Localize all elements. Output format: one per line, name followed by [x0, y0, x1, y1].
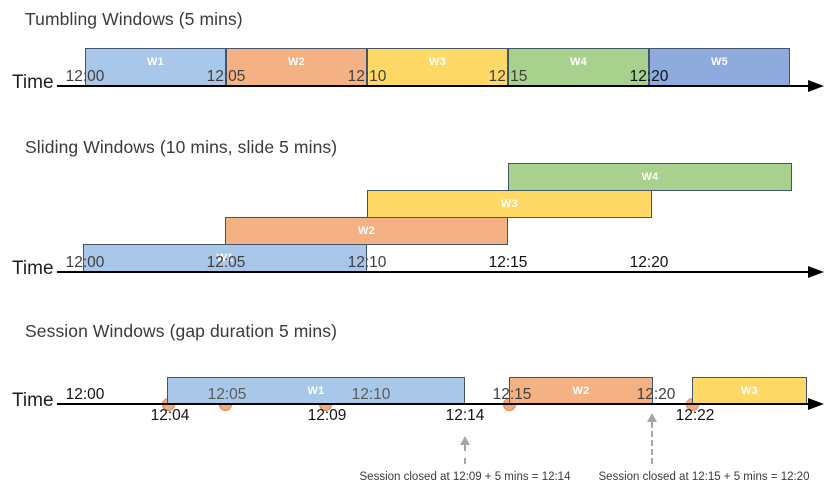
section-title-tumbling: Tumbling Windows (5 mins) [25, 9, 243, 29]
window-label: W3 [428, 56, 447, 68]
timeline-arrowhead-icon [808, 266, 824, 278]
window-label: W4 [641, 171, 659, 183]
time-tick: 12:00 [65, 386, 105, 403]
window-label: W1 [307, 384, 325, 397]
time-axis-label: Time [12, 258, 54, 279]
window-box: W2 [225, 217, 508, 245]
window-label: W3 [500, 198, 519, 210]
time-tick: 12:20 [629, 254, 669, 271]
time-tick: 12:05 [206, 68, 246, 85]
time-tick: 12:10 [351, 386, 391, 403]
window-box: W1 [83, 244, 367, 272]
time-tick: 12:05 [206, 254, 246, 271]
timeline [57, 403, 808, 405]
timeline [57, 271, 808, 273]
event-time-label: 12:14 [445, 407, 485, 424]
time-tick: 12:00 [65, 68, 105, 85]
time-tick: 12:15 [492, 386, 532, 403]
time-tick: 12:05 [207, 386, 247, 403]
window-box: W3 [367, 190, 652, 218]
time-tick: 12:15 [488, 68, 528, 85]
session-close-arrow-icon [460, 436, 470, 464]
time-tick: 12:10 [347, 254, 387, 271]
window-label: W2 [287, 56, 306, 68]
event-time-label: 12:04 [150, 407, 190, 424]
section-title-session: Session Windows (gap duration 5 mins) [25, 321, 338, 341]
time-tick: 12:15 [488, 254, 528, 271]
window-box: W1 [167, 377, 465, 404]
section-title-sliding: Sliding Windows (10 mins, slide 5 mins) [25, 137, 338, 157]
session-close-annotation: Session closed at 12:15 + 5 mins = 12:20 [598, 471, 810, 483]
window-box: W5 [649, 48, 790, 86]
arrow-up-head-icon [647, 413, 657, 422]
window-label: W4 [569, 56, 588, 68]
session-close-arrow-icon [647, 413, 657, 464]
window-label: W1 [146, 56, 165, 68]
arrow-up-head-icon [460, 436, 470, 445]
time-tick: 12:20 [629, 68, 669, 85]
window-box: W3 [692, 377, 807, 404]
window-box: W2 [509, 377, 653, 404]
window-box: W4 [508, 163, 792, 191]
time-tick: 12:20 [636, 386, 676, 403]
session-close-annotation: Session closed at 12:09 + 5 mins = 12:14 [359, 471, 571, 483]
window-label: W2 [572, 384, 590, 397]
time-axis-label: Time [12, 390, 54, 411]
window-label: W3 [740, 384, 759, 397]
window-box: W3 [367, 48, 508, 86]
window-label: W5 [710, 56, 729, 68]
event-time-label: 12:22 [675, 407, 715, 424]
window-box: W1 [85, 48, 226, 86]
arrow-dashed-shaft [651, 422, 653, 464]
time-axis-label: Time [12, 72, 54, 93]
window-label: W1 [216, 252, 234, 264]
arrow-dashed-shaft [464, 445, 466, 464]
time-tick: 12:10 [347, 68, 387, 85]
event-time-label: 12:09 [307, 407, 347, 424]
time-tick: 12:00 [65, 254, 105, 271]
timeline-arrowhead-icon [808, 80, 824, 92]
timeline [57, 85, 808, 87]
window-label: W2 [357, 225, 376, 237]
timeline-arrowhead-icon [808, 398, 824, 410]
